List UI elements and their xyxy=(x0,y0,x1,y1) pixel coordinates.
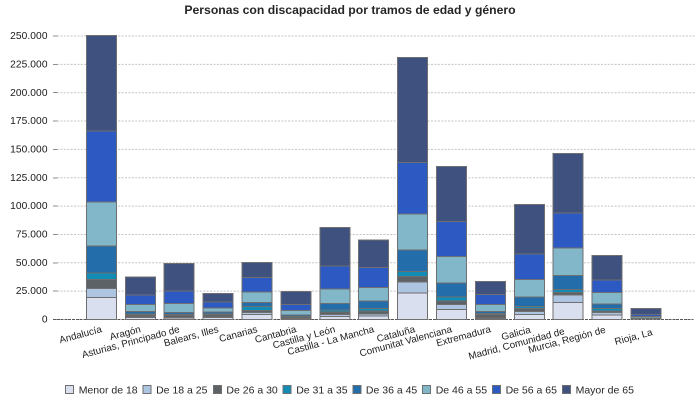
svg-text:75.000: 75.000 xyxy=(16,230,48,241)
svg-text:Menor de 18: Menor de 18 xyxy=(79,385,138,397)
svg-text:100.000: 100.000 xyxy=(10,201,48,212)
svg-text:De 46 a 55: De 46 a 55 xyxy=(436,385,488,397)
svg-text:0: 0 xyxy=(42,315,48,326)
svg-text:De 56 a 65: De 56 a 65 xyxy=(506,385,558,397)
svg-text:250.000: 250.000 xyxy=(10,31,48,42)
svg-text:Personas con discapacidad por: Personas con discapacidad por tramos de … xyxy=(184,3,515,17)
svg-text:50.000: 50.000 xyxy=(16,258,48,269)
svg-text:175.000: 175.000 xyxy=(10,116,48,127)
svg-text:De 36 a 45: De 36 a 45 xyxy=(366,385,418,397)
svg-text:200.000: 200.000 xyxy=(10,88,48,99)
svg-text:25.000: 25.000 xyxy=(16,286,48,297)
svg-text:150.000: 150.000 xyxy=(10,145,48,156)
svg-text:De 18 a 25: De 18 a 25 xyxy=(156,385,208,397)
svg-text:De 26 a 30: De 26 a 30 xyxy=(226,385,278,397)
svg-text:125.000: 125.000 xyxy=(10,173,48,184)
svg-text:225.000: 225.000 xyxy=(10,59,48,70)
svg-text:De 31 a 35: De 31 a 35 xyxy=(296,385,348,397)
svg-text:Mayor de 65: Mayor de 65 xyxy=(576,385,635,397)
